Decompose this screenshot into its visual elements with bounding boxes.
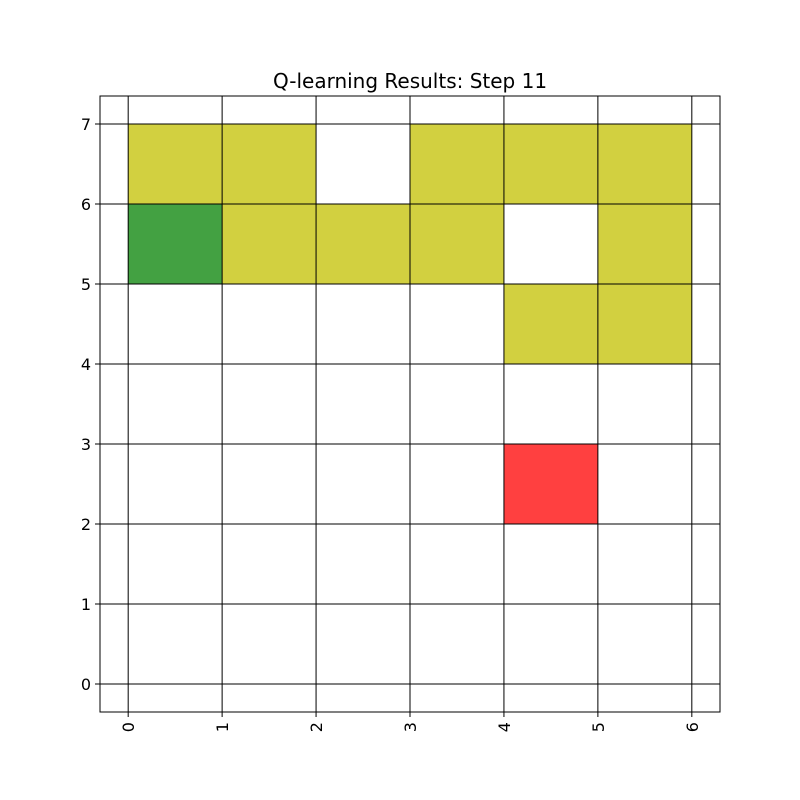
x-tick-label-5: 5 bbox=[589, 722, 608, 732]
y-tick-label-6: 6 bbox=[81, 195, 91, 214]
grid-cell-1-6 bbox=[222, 124, 317, 204]
x-tick-label-6: 6 bbox=[683, 722, 702, 732]
y-tick-label-5: 5 bbox=[81, 275, 91, 294]
grid-cell-5-6 bbox=[597, 124, 692, 204]
x-tick-label-4: 4 bbox=[495, 722, 514, 732]
grid-lines bbox=[100, 96, 720, 712]
grid-cell-2-5 bbox=[316, 204, 410, 284]
x-tick-label-2: 2 bbox=[307, 722, 326, 732]
grid-cell-4-6 bbox=[503, 124, 598, 204]
y-tick-label-3: 3 bbox=[81, 435, 91, 454]
y-tick-label-4: 4 bbox=[81, 355, 91, 374]
y-tick-label-7: 7 bbox=[81, 115, 91, 134]
y-tick-label-2: 2 bbox=[81, 515, 91, 534]
grid-cell-4-2 bbox=[503, 444, 598, 524]
grid-cell-4-4 bbox=[503, 284, 598, 364]
chart-title: Q-learning Results: Step 11 bbox=[273, 69, 547, 93]
x-tick-label-0: 0 bbox=[119, 722, 138, 732]
grid-cell-5-5 bbox=[597, 204, 692, 284]
x-tick-label-3: 3 bbox=[401, 722, 420, 732]
x-tick-label-1: 1 bbox=[213, 722, 232, 732]
y-tick-label-0: 0 bbox=[81, 675, 91, 694]
grid-cell-0-5 bbox=[128, 204, 223, 284]
grid-cell-3-6 bbox=[410, 124, 504, 204]
y-axis-ticks: 0 1 2 3 4 5 6 7 bbox=[81, 115, 100, 694]
y-tick-label-1: 1 bbox=[81, 595, 91, 614]
grid-cell-3-5 bbox=[410, 204, 504, 284]
grid-cell-5-4 bbox=[597, 284, 692, 364]
grid-cell-1-5 bbox=[222, 204, 317, 284]
x-axis-ticks: 0 1 2 3 4 5 6 bbox=[119, 712, 702, 732]
cells-layer bbox=[128, 124, 692, 524]
grid-cell-0-6 bbox=[128, 124, 223, 204]
